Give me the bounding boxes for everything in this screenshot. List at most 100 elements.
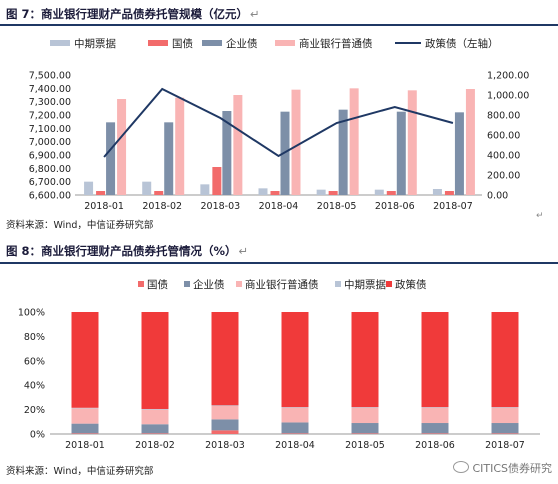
bar-企业债 xyxy=(106,122,116,195)
y-axis-tick: 20% xyxy=(24,405,45,416)
right-axis-tick: 600.00 xyxy=(487,131,520,142)
stacked-bar-商业银行普通债 xyxy=(491,407,519,424)
bar-商业银行普通债 xyxy=(407,90,417,195)
x-axis-tick: 2018-07 xyxy=(433,201,473,212)
legend-label-3: 中期票据 xyxy=(344,278,386,291)
left-axis-tick: 7,100.00 xyxy=(29,124,71,135)
stacked-bar-企业债 xyxy=(71,423,99,434)
y-axis-tick: 80% xyxy=(24,332,45,343)
left-axis-tick: 7,200.00 xyxy=(29,111,71,122)
stacked-bar-国债 xyxy=(421,433,449,434)
paragraph-mark-icon: ↵ xyxy=(238,244,249,258)
x-axis-tick: 2018-06 xyxy=(375,201,415,212)
stacked-bar-企业债 xyxy=(281,422,309,434)
stacked-bar-中期票据 xyxy=(71,407,99,409)
stacked-bar-中期票据 xyxy=(141,408,169,410)
stacked-bar-商业银行普通债 xyxy=(211,405,239,420)
bar-中期票据 xyxy=(84,181,94,195)
bar-商业银行普通债 xyxy=(117,99,127,195)
right-axis-tick: 1,000.00 xyxy=(487,91,529,102)
legend-swatch-0 xyxy=(138,281,144,287)
stacked-bar-企业债 xyxy=(141,424,169,434)
legend-label-3: 商业银行普通债 xyxy=(299,37,373,50)
figure-7-source-text: 资料来源：Wind，中信证券研究部 xyxy=(6,220,154,231)
bar-国债 xyxy=(386,191,396,195)
bar-国债 xyxy=(96,191,106,195)
y-axis-tick: 0% xyxy=(30,430,45,441)
chart-8-bond-custody-share: 国债 企业债 商业银行普通债 中期票据 政策债 0% 20% 40% 60% 80% 100% 201… xyxy=(18,278,540,451)
x-axis-tick: 2018-07 xyxy=(485,440,525,451)
right-axis-tick: 1,200.00 xyxy=(487,71,529,82)
x-axis-tick: 2018-01 xyxy=(84,201,124,212)
legend-label-0: 国债 xyxy=(147,278,168,291)
right-axis-tick: 400.00 xyxy=(487,151,520,162)
legend-swatch-3 xyxy=(335,281,341,287)
watermark: CITICS债券研究 xyxy=(453,460,552,476)
stacked-bar-政策债 xyxy=(491,312,519,408)
stacked-bar-政策债 xyxy=(351,312,379,408)
left-axis-tick: 6,900.00 xyxy=(29,151,71,162)
bar-中期票据 xyxy=(142,181,152,195)
figure-8-title-rule xyxy=(0,262,558,264)
stacked-bar-政策债 xyxy=(281,312,309,408)
bar-国债 xyxy=(328,191,338,195)
stacked-bar-国债 xyxy=(351,433,379,434)
legend-swatch-1 xyxy=(148,40,168,46)
x-axis-tick: 2018-03 xyxy=(205,440,245,451)
stacked-bar-企业债 xyxy=(491,423,519,434)
right-axis-tick: 800.00 xyxy=(487,111,520,122)
bar-商业银行普通债 xyxy=(349,88,359,195)
bar-企业债 xyxy=(396,111,406,195)
figure-7-title-rule xyxy=(0,24,558,26)
legend-label-2: 商业银行普通债 xyxy=(245,278,319,291)
right-axis-tick: 200.00 xyxy=(487,171,520,182)
x-axis-tick: 2018-06 xyxy=(415,440,455,451)
stacked-bar-国债 xyxy=(211,430,239,434)
bar-企业债 xyxy=(222,111,232,195)
y-axis-tick: 100% xyxy=(18,308,45,319)
stacked-bar-政策债 xyxy=(421,312,449,408)
stacked-bar-中期票据 xyxy=(211,405,239,406)
stacked-bar-国债 xyxy=(71,433,99,434)
stacked-bar-中期票据 xyxy=(491,407,519,408)
stacked-bar-国债 xyxy=(281,433,309,434)
line-policy-bonds xyxy=(103,87,454,158)
figure-7-title-text: 图 7：商业银行理财产品债券托管规模（亿元） xyxy=(6,7,249,21)
legend-swatch-1 xyxy=(184,281,190,287)
bar-企业债 xyxy=(338,109,348,195)
figure-7-title: 图 7：商业银行理财产品债券托管规模（亿元） ↵ xyxy=(6,6,260,22)
stacked-bar-企业债 xyxy=(421,423,449,434)
bar-商业银行普通债 xyxy=(291,89,301,195)
left-axis-tick: 7,300.00 xyxy=(29,97,71,108)
legend-label-1: 企业债 xyxy=(193,278,225,291)
legend-label-0: 中期票据 xyxy=(74,37,116,50)
stacked-bar-国债 xyxy=(491,433,519,434)
stacked-bar-商业银行普通债 xyxy=(141,409,169,425)
bar-商业银行普通债 xyxy=(465,89,475,195)
legend-label-4: 政策债 xyxy=(395,278,427,291)
bar-国债 xyxy=(444,191,454,195)
stacked-bar-企业债 xyxy=(211,419,239,431)
bar-商业银行普通债 xyxy=(175,97,185,195)
x-axis-tick: 2018-02 xyxy=(142,201,182,212)
bar-企业债 xyxy=(454,112,464,195)
left-axis-tick: 6,800.00 xyxy=(29,164,71,175)
x-axis-tick: 2018-03 xyxy=(201,201,241,212)
watermark-text: CITICS债券研究 xyxy=(472,462,552,475)
bar-中期票据 xyxy=(316,189,326,195)
stacked-bar-商业银行普通债 xyxy=(421,407,449,424)
x-axis-tick: 2018-04 xyxy=(275,440,315,451)
legend-swatch-2 xyxy=(236,281,242,287)
y-axis-tick: 60% xyxy=(24,356,45,367)
bar-企业债 xyxy=(164,122,174,195)
left-axis-tick: 7,400.00 xyxy=(29,84,71,95)
stacked-bar-商业银行普通债 xyxy=(71,408,99,424)
legend-swatch-0 xyxy=(50,40,70,46)
x-axis-tick: 2018-01 xyxy=(65,440,105,451)
bar-商业银行普通债 xyxy=(233,95,243,195)
chart-7-bond-custody-volume: 中期票据 国债 企业债 商业银行普通债 政策债（左轴） 6,600.00 6,700.00 6… xyxy=(29,37,530,212)
figure-8-source-text: 资料来源：Wind，中信证券研究部 xyxy=(6,466,154,477)
x-axis-tick: 2018-04 xyxy=(259,201,299,212)
paragraph-mark-icon: ↵ xyxy=(536,211,544,221)
legend-swatch-2 xyxy=(202,40,222,46)
